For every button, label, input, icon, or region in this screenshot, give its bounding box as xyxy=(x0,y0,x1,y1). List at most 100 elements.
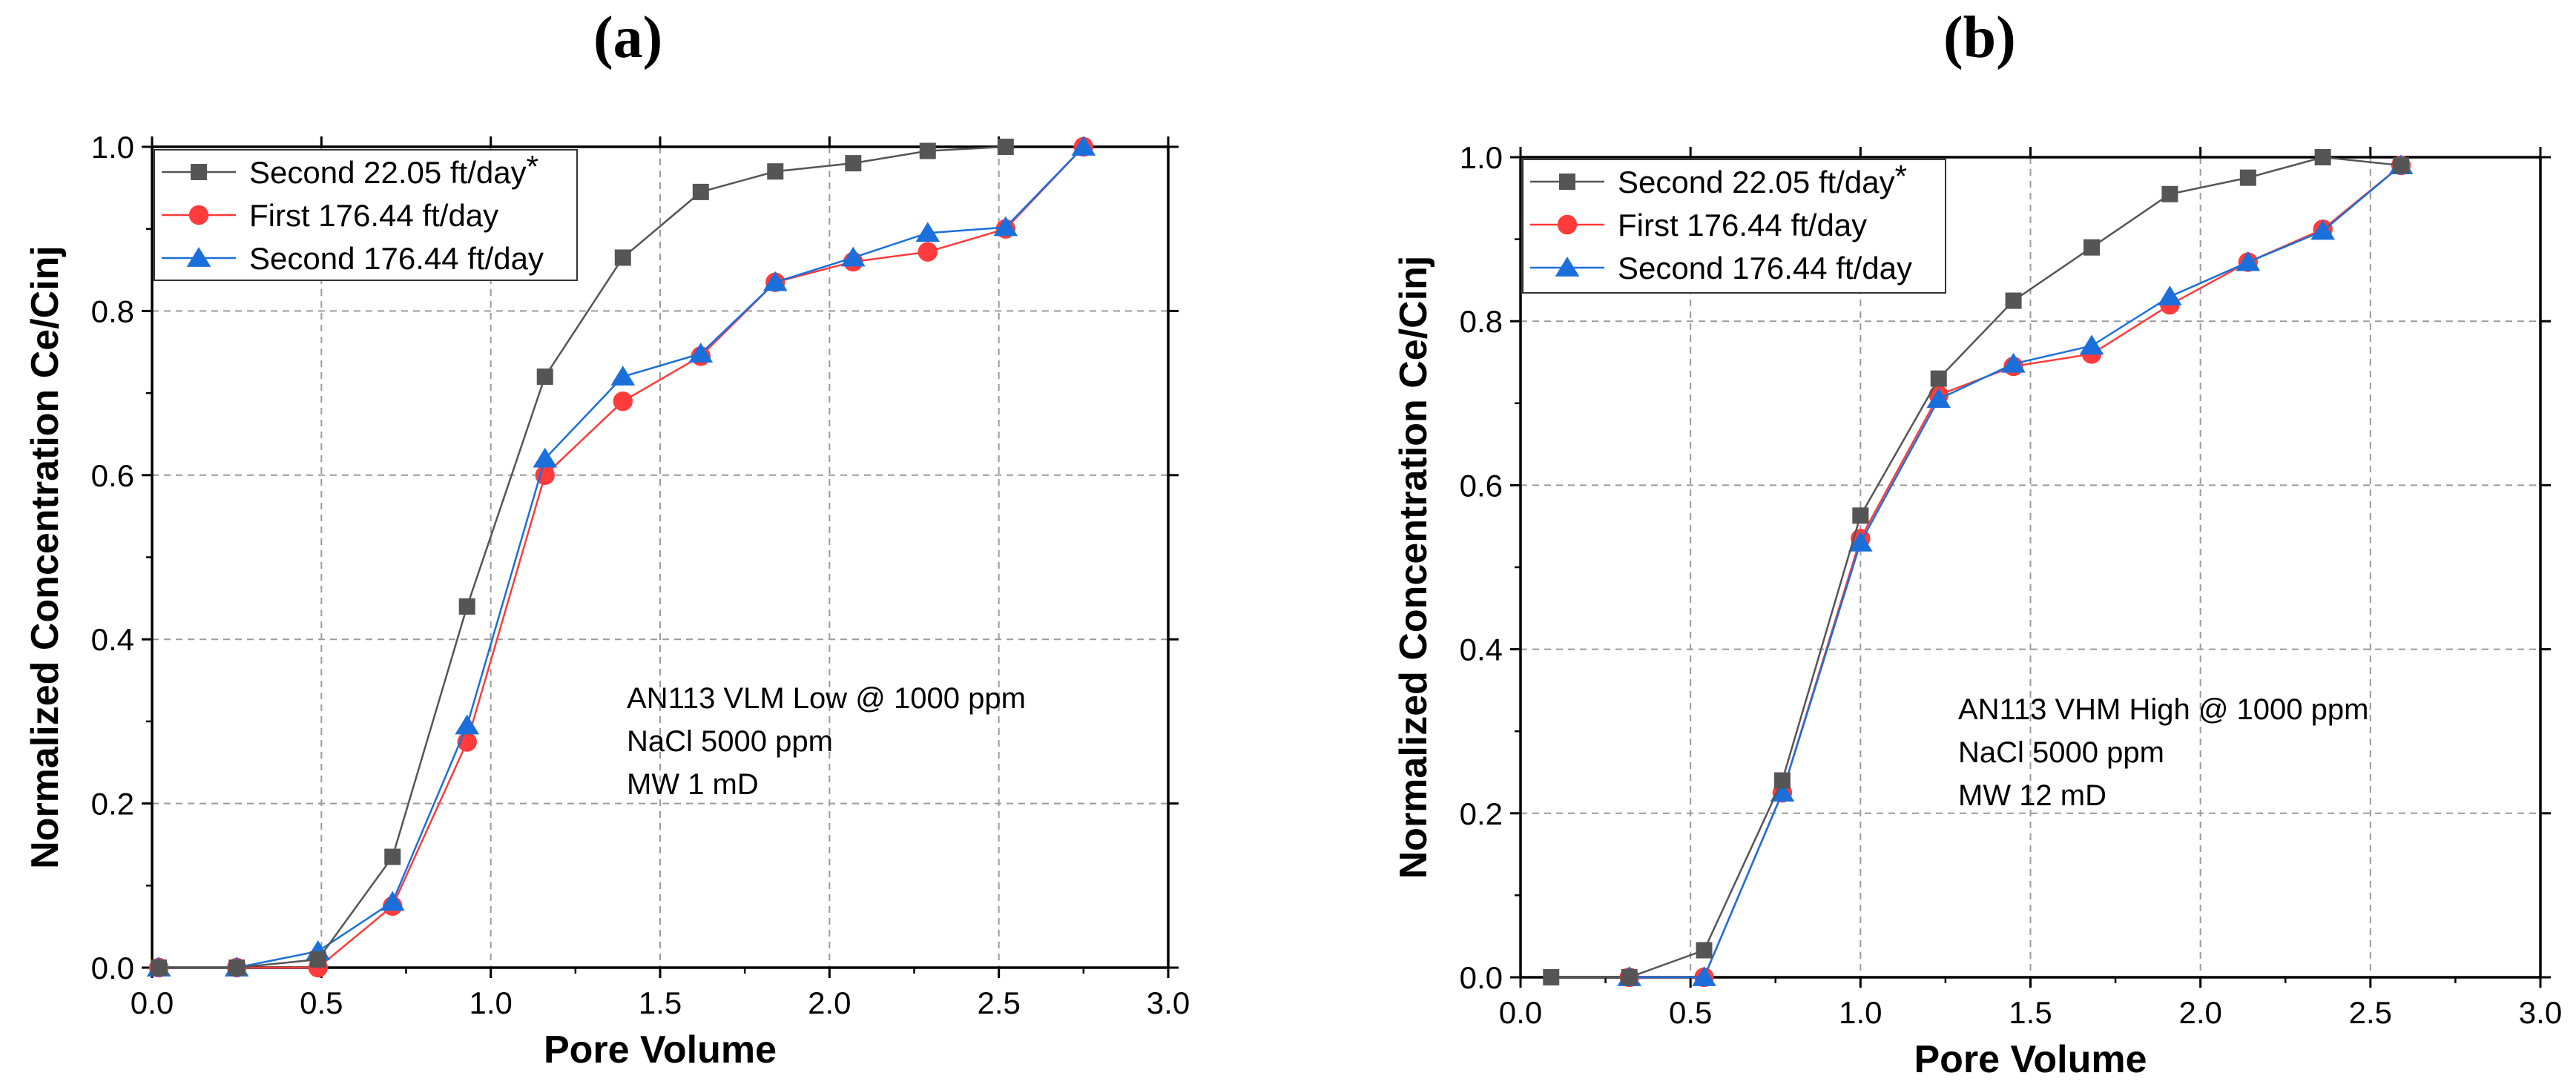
x-tick-label: 2.0 xyxy=(2178,995,2221,1030)
data-point xyxy=(1692,966,1716,986)
x-tick-label: 0.0 xyxy=(131,985,174,1020)
data-point xyxy=(610,366,636,386)
annotation-line: NaCl 5000 ppm xyxy=(1958,736,2164,769)
chart-a: 0.0 0.5 1.0 1.5 2.0 2.5 3.0 0.0 0.2 0.4 0.6 0.8 1.0 P… xyxy=(24,130,1190,1071)
x-tick-label: 2.5 xyxy=(977,985,1020,1020)
data-point xyxy=(455,714,480,735)
panel-label-b: (b) xyxy=(1943,5,2016,70)
data-point xyxy=(2239,169,2256,186)
data-point xyxy=(762,271,788,291)
data-point xyxy=(1621,969,1638,985)
legend: Second 22.05 ft/day* First 176.44 ft/day S… xyxy=(1522,159,1946,294)
data-point xyxy=(2079,334,2104,355)
data-point xyxy=(692,183,709,200)
legend-label: Second 22.05 ft/day* xyxy=(1618,159,1907,199)
x-tick-label: 0.5 xyxy=(300,985,343,1020)
x-tick-label: 2.0 xyxy=(808,985,851,1020)
legend: Second 22.05 ft/day* First 176.44 ft/day S… xyxy=(154,149,578,281)
data-point xyxy=(380,891,405,911)
series-2 xyxy=(1617,154,2414,986)
legend-label: Second 22.05 ft/day* xyxy=(249,149,538,190)
legend-label: Second 176.44 ft/day xyxy=(1618,251,1912,285)
x-tick-label: 2.5 xyxy=(2349,995,2392,1030)
data-point xyxy=(688,343,714,363)
data-point xyxy=(536,368,553,385)
x-tick-label: 0.0 xyxy=(1499,995,1542,1030)
y-tick-label: 0.6 xyxy=(91,458,134,493)
data-point xyxy=(1926,388,1951,409)
y-axis-title: Normalized Concentration Ce/Cinj xyxy=(1392,256,1435,879)
data-point xyxy=(915,222,941,242)
y-axis-title: Normalized Concentration Ce/Cinj xyxy=(24,245,67,869)
data-point xyxy=(1848,531,1873,552)
annotation: AN113 VLM Low @ 1000 ppm NaCl 5000 ppm MW … xyxy=(627,682,1026,801)
data-point xyxy=(151,959,168,976)
legend-marker xyxy=(1559,174,1575,190)
y-tick-label: 0.8 xyxy=(91,294,134,328)
data-point xyxy=(2083,239,2100,256)
data-point xyxy=(2393,157,2410,174)
data-point xyxy=(228,959,246,976)
legend-marker xyxy=(188,205,209,225)
annotation-line: MW 12 mD xyxy=(1958,779,2106,812)
y-tick-label: 0.0 xyxy=(91,951,134,985)
annotation: AN113 VHM High @ 1000 ppm NaCl 5000 ppm MW… xyxy=(1958,693,2368,812)
legend-label-suffix: * xyxy=(527,149,538,184)
data-point xyxy=(458,598,475,615)
y-tick-label: 0.8 xyxy=(1460,304,1503,339)
data-point xyxy=(614,249,631,266)
series-0 xyxy=(1543,149,2410,985)
y-tick-label: 0.2 xyxy=(1460,796,1503,831)
data-point xyxy=(767,163,784,180)
data-point xyxy=(533,447,558,468)
chart-b: 0.0 0.5 1.0 1.5 2.0 2.5 3.0 0.0 0.2 0.4 0.6 0.8 1.0 P… xyxy=(1392,140,2562,1081)
series-line xyxy=(1551,156,2402,979)
series-0 xyxy=(151,139,1014,976)
data-point xyxy=(919,142,936,159)
x-tick-label: 1.0 xyxy=(469,985,512,1020)
data-point xyxy=(2310,219,2336,240)
data-point xyxy=(918,242,938,262)
data-point xyxy=(2314,149,2331,165)
y-tick-label: 0.4 xyxy=(1460,632,1503,667)
x-tick-label: 3.0 xyxy=(2519,995,2562,1030)
y-tick-label: 0.0 xyxy=(1460,960,1503,995)
y-tick-label: 0.4 xyxy=(91,622,134,657)
legend-marker xyxy=(1557,214,1578,235)
data-point xyxy=(2161,185,2178,202)
data-point xyxy=(993,216,1018,237)
x-tick-label: 1.5 xyxy=(2009,995,2052,1030)
grid xyxy=(1521,157,2540,977)
data-point xyxy=(2005,292,2022,309)
x-tick-label: 3.0 xyxy=(1147,985,1190,1020)
legend-marker xyxy=(1555,257,1580,277)
x-axis-title: Pore Volume xyxy=(1914,1038,2147,1081)
y-tick-label: 0.2 xyxy=(91,787,134,822)
data-point xyxy=(309,951,326,968)
data-point xyxy=(2236,251,2261,271)
annotation-line: MW 1 mD xyxy=(627,768,759,801)
annotation-line: AN113 VLM Low @ 1000 ppm xyxy=(627,682,1026,715)
series-line xyxy=(159,145,1006,969)
data-point xyxy=(1770,782,1795,802)
legend-label: First 176.44 ft/day xyxy=(1618,208,1867,242)
data-point xyxy=(384,848,401,865)
x-axis-title: Pore Volume xyxy=(544,1028,777,1071)
legend-label: Second 176.44 ft/day xyxy=(249,241,544,276)
legend-marker xyxy=(191,164,207,180)
data-point xyxy=(997,139,1014,155)
panel-label-a: (a) xyxy=(593,5,663,70)
annotation-line: AN113 VHM High @ 1000 ppm xyxy=(1958,693,2368,726)
legend-label-suffix: * xyxy=(1895,159,1907,194)
data-point xyxy=(1543,969,1560,985)
data-point xyxy=(845,155,862,172)
x-tick-label: 1.5 xyxy=(639,985,682,1020)
legend-marker xyxy=(186,247,211,267)
y-tick-label: 1.0 xyxy=(91,130,134,165)
data-point xyxy=(840,246,866,267)
data-point xyxy=(535,465,555,485)
data-point xyxy=(613,391,633,412)
data-point xyxy=(2001,352,2026,373)
legend-label: First 176.44 ft/day xyxy=(249,198,498,233)
y-tick-label: 1.0 xyxy=(1460,140,1503,175)
